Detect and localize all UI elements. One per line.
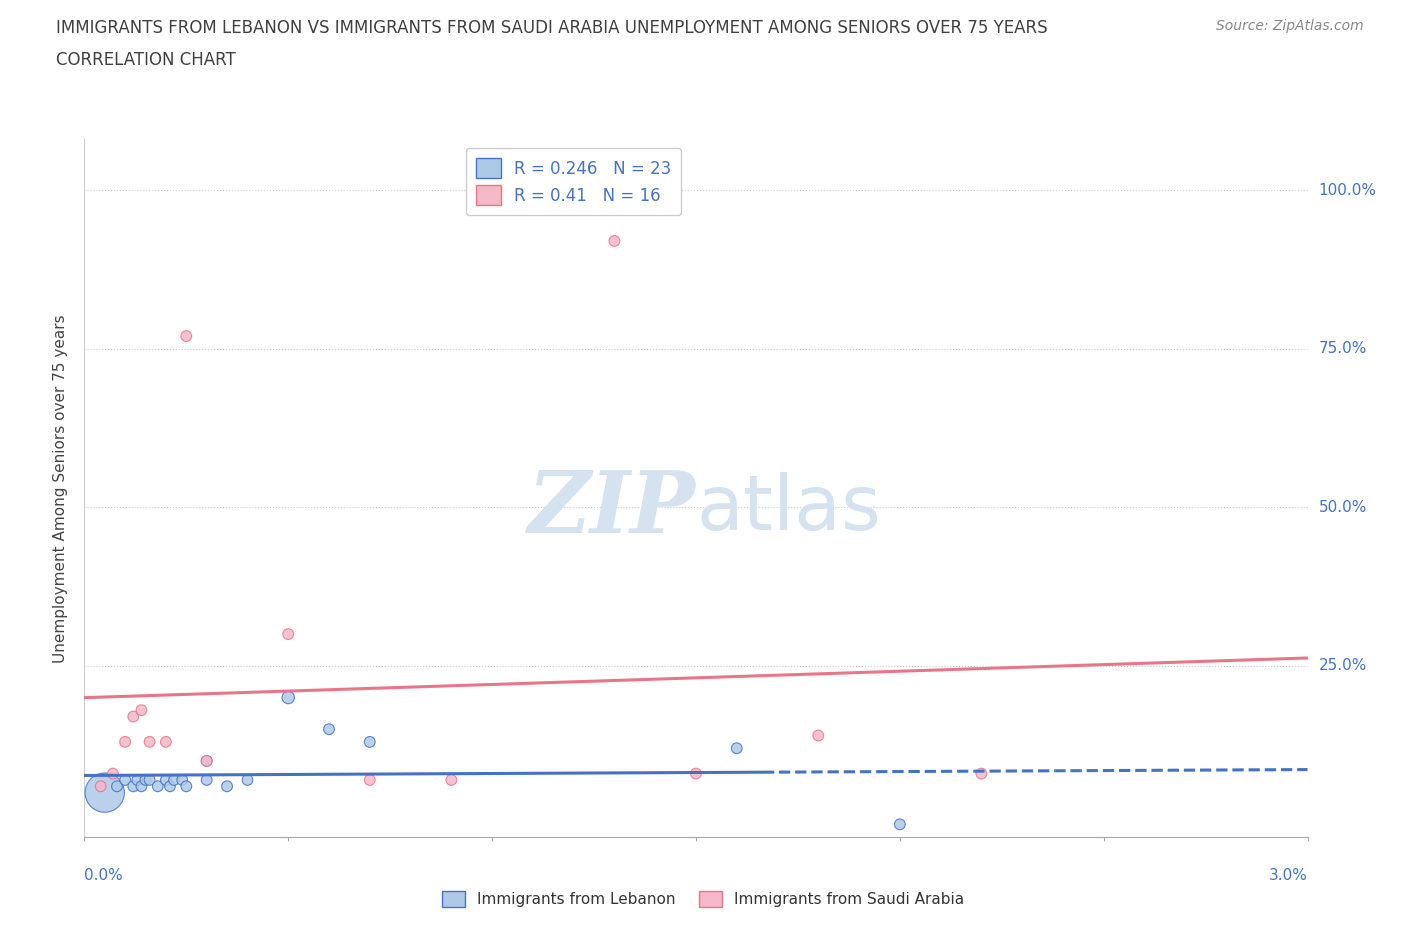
Text: 0.0%: 0.0% xyxy=(84,868,124,883)
Point xyxy=(105,778,128,793)
Point xyxy=(174,778,197,793)
Point xyxy=(146,778,169,793)
Legend: Immigrants from Lebanon, Immigrants from Saudi Arabia: Immigrants from Lebanon, Immigrants from… xyxy=(436,884,970,913)
Point xyxy=(122,709,145,724)
Point xyxy=(277,627,299,642)
Text: 100.0%: 100.0% xyxy=(1319,182,1376,198)
Point xyxy=(155,735,177,750)
Point xyxy=(172,773,194,788)
Y-axis label: Unemployment Among Seniors over 75 years: Unemployment Among Seniors over 75 years xyxy=(53,314,69,662)
Point xyxy=(131,703,153,718)
Text: 3.0%: 3.0% xyxy=(1268,868,1308,883)
Point xyxy=(138,735,160,750)
Point xyxy=(603,233,626,248)
Point xyxy=(236,773,259,788)
Point xyxy=(122,778,145,793)
Point xyxy=(807,728,830,743)
Text: 75.0%: 75.0% xyxy=(1319,341,1367,356)
Point xyxy=(127,773,149,788)
Point xyxy=(90,778,112,793)
Text: atlas: atlas xyxy=(696,472,880,546)
Point xyxy=(359,735,381,750)
Text: 25.0%: 25.0% xyxy=(1319,658,1367,673)
Point xyxy=(217,778,239,793)
Point xyxy=(93,785,115,800)
Point xyxy=(138,773,160,788)
Point xyxy=(359,773,381,788)
Point xyxy=(318,722,340,737)
Point xyxy=(135,773,157,788)
Point xyxy=(114,773,136,788)
Point xyxy=(101,766,124,781)
Point xyxy=(159,778,181,793)
Point xyxy=(889,817,911,831)
Text: Source: ZipAtlas.com: Source: ZipAtlas.com xyxy=(1216,19,1364,33)
Point xyxy=(685,766,707,781)
Point xyxy=(163,773,186,788)
Point xyxy=(114,735,136,750)
Text: ZIP: ZIP xyxy=(529,468,696,551)
Point xyxy=(131,778,153,793)
Text: 50.0%: 50.0% xyxy=(1319,499,1367,515)
Text: IMMIGRANTS FROM LEBANON VS IMMIGRANTS FROM SAUDI ARABIA UNEMPLOYMENT AMONG SENIO: IMMIGRANTS FROM LEBANON VS IMMIGRANTS FR… xyxy=(56,19,1047,36)
Point xyxy=(174,328,197,343)
Text: CORRELATION CHART: CORRELATION CHART xyxy=(56,51,236,69)
Point xyxy=(277,690,299,705)
Point xyxy=(970,766,993,781)
Point xyxy=(195,773,218,788)
Point xyxy=(155,773,177,788)
Point xyxy=(440,773,463,788)
Point xyxy=(195,753,218,768)
Legend: R = 0.246   N = 23, R = 0.41   N = 16: R = 0.246 N = 23, R = 0.41 N = 16 xyxy=(465,148,682,215)
Point xyxy=(725,741,748,756)
Point xyxy=(195,753,218,768)
